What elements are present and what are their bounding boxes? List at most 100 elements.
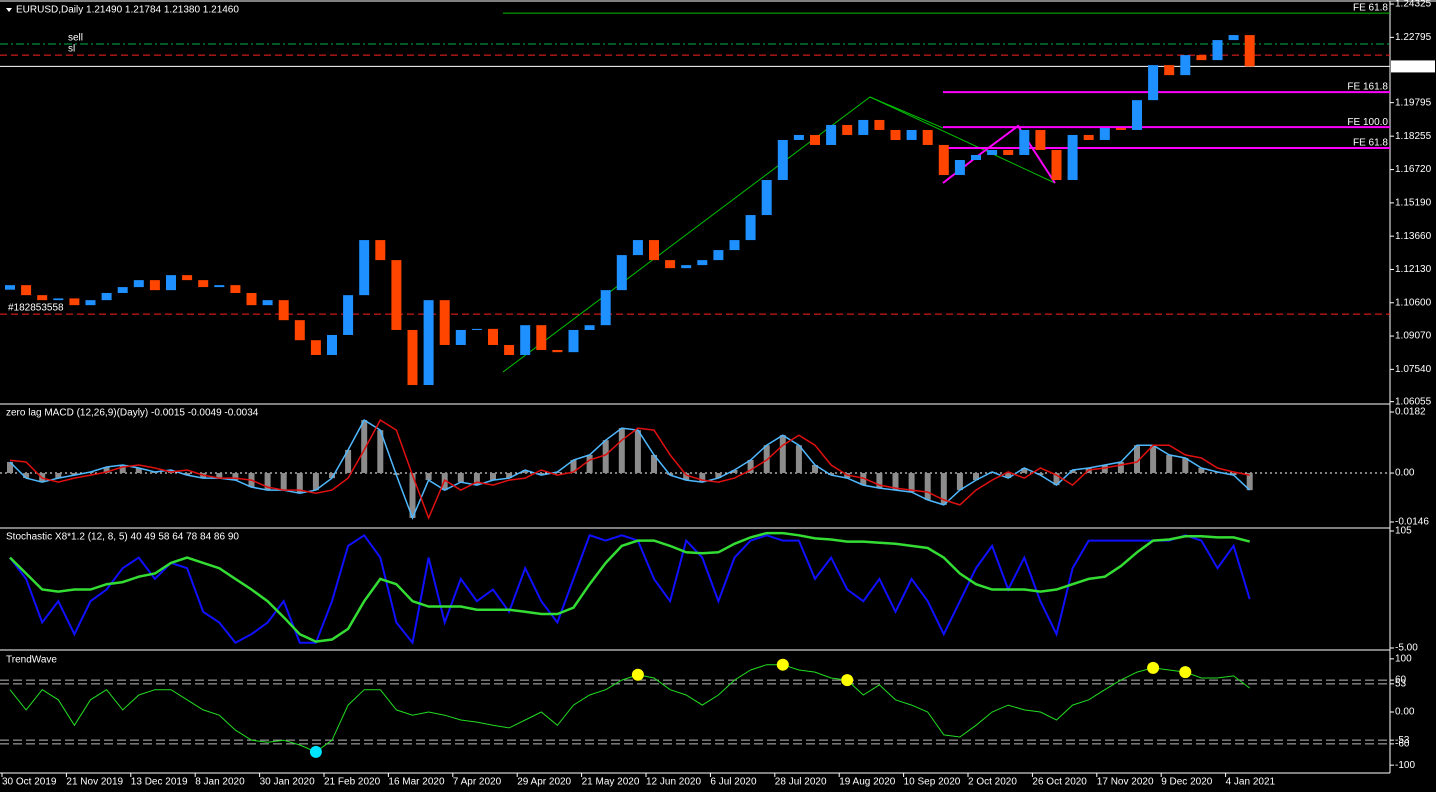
histogram-bar: [184, 473, 191, 476]
y-tick-label: -0.0146: [1395, 517, 1429, 528]
y-tick-label: 1.07540: [1395, 364, 1432, 375]
candle: [1148, 65, 1159, 101]
x-tick-label: 16 Mar 2020: [388, 777, 445, 788]
candle: [906, 129, 917, 140]
histogram-bar: [699, 473, 706, 483]
signal-dot: [1179, 666, 1192, 679]
candle: [439, 300, 450, 345]
histogram-bar: [345, 449, 352, 474]
candle: [1196, 55, 1207, 61]
y-tick-label: 1.19795: [1395, 97, 1432, 108]
y-tick-label: 1.09070: [1395, 331, 1432, 342]
histogram-bar: [457, 473, 464, 483]
candle: [1164, 65, 1175, 76]
histogram-bar: [23, 473, 30, 479]
histogram-bar: [1021, 468, 1028, 474]
histogram-bar: [409, 473, 416, 518]
candle: [954, 159, 965, 176]
menu-arrow[interactable]: [6, 8, 12, 12]
level-label: FE 100.0: [1347, 117, 1388, 128]
candle: [1212, 40, 1223, 61]
candle: [1132, 100, 1142, 130]
candle: [310, 340, 321, 355]
histogram-bar: [828, 473, 835, 476]
candle: [407, 329, 418, 386]
candle: [343, 295, 354, 335]
level-label: sell: [68, 33, 83, 44]
histogram-bar: [1150, 445, 1157, 474]
x-tick-label: 21 Nov 2019: [66, 777, 123, 788]
y-tick-label: 100: [1395, 653, 1412, 664]
signal-dot: [1147, 661, 1160, 674]
candle: [133, 280, 144, 288]
indicator-title: Stochastic X8*1.2 (12, 8, 5) 40 49 58 64…: [6, 532, 239, 543]
histogram-bar: [135, 468, 142, 474]
histogram-bar: [425, 473, 432, 481]
histogram-bar: [1166, 454, 1173, 474]
x-tick-label: 8 Jan 2020: [195, 777, 245, 788]
histogram-bar: [1053, 473, 1060, 486]
candle: [616, 255, 627, 291]
candle: [520, 325, 531, 355]
candle: [938, 144, 949, 176]
candle: [793, 134, 804, 140]
candle: [552, 349, 563, 353]
histogram-bar: [1246, 473, 1253, 491]
candle: [600, 290, 611, 326]
candle: [745, 215, 756, 241]
level-label: FE 161.8: [1347, 82, 1388, 93]
histogram-bar: [506, 473, 513, 479]
histogram-bar: [908, 473, 915, 493]
histogram-bar: [602, 440, 609, 474]
histogram-bar: [570, 459, 577, 474]
candle: [1228, 35, 1239, 41]
x-tick-label: 29 Apr 2020: [517, 777, 571, 788]
histogram-bar: [860, 473, 867, 486]
histogram-bar: [1005, 473, 1012, 479]
level-label: FE 61.8: [1353, 138, 1388, 149]
candle: [1244, 35, 1255, 67]
histogram-bar: [55, 473, 62, 479]
histogram-bar: [618, 428, 625, 474]
level-label: #182853558: [8, 303, 64, 314]
candle: [182, 275, 193, 281]
candle: [85, 300, 96, 306]
candle: [922, 129, 933, 145]
histogram-bar: [296, 473, 303, 494]
x-tick-label: 10 Sep 2020: [904, 777, 961, 788]
candle: [890, 129, 901, 140]
histogram-bar: [956, 473, 963, 491]
candle: [1003, 149, 1014, 155]
candle: [1083, 134, 1094, 140]
candle: [5, 285, 15, 290]
histogram-bar: [71, 473, 78, 476]
y-tick-label: -60: [1395, 739, 1410, 750]
x-tick-label: 21 Feb 2020: [324, 777, 381, 788]
histogram-bar: [747, 459, 754, 474]
histogram-bar: [812, 464, 818, 474]
y-tick-label: -53: [1395, 735, 1410, 746]
y-tick-label: 1.16720: [1395, 164, 1432, 175]
x-tick-label: 12 Jun 2020: [646, 777, 701, 788]
x-tick-label: 30 Jan 2020: [260, 777, 315, 788]
trend-line: [869, 96, 944, 129]
y-tick-label: 1.24325: [1395, 0, 1432, 10]
candle: [455, 329, 466, 345]
histogram-bar: [586, 454, 593, 474]
histogram-bar: [876, 473, 883, 489]
indicator-title: zero lag MACD (12,26,9)(Dayly) -0.0015 -…: [6, 408, 259, 419]
current-price-box: [1391, 60, 1435, 73]
candle: [842, 124, 853, 135]
y-tick-label: -100: [1395, 760, 1415, 771]
candle: [1035, 129, 1046, 150]
candle: [777, 139, 788, 181]
x-tick-label: 13 Dec 2019: [131, 777, 188, 788]
x-tick-label: 9 Dec 2020: [1161, 777, 1213, 788]
candle: [504, 344, 515, 355]
y-tick-label: 0.00: [1395, 468, 1415, 479]
level-label: sl: [68, 44, 75, 55]
candle: [536, 325, 547, 350]
candle: [697, 260, 708, 266]
x-tick-label: 19 Aug 2020: [839, 777, 896, 788]
